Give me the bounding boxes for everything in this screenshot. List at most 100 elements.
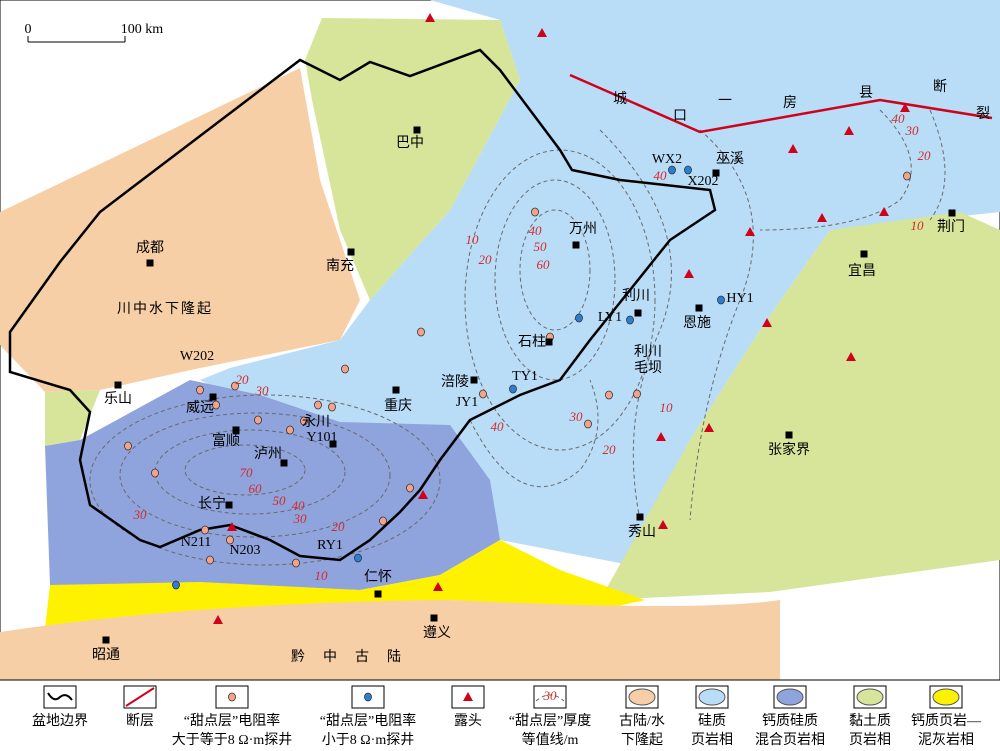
fault-label: 一	[718, 94, 732, 109]
city-marker	[785, 431, 793, 439]
contour-label: 20	[479, 252, 493, 267]
outcrop	[900, 103, 910, 112]
city-marker	[374, 590, 382, 598]
city-label: 恩施	[683, 315, 711, 331]
legend-label: “甜点层”电阻率	[184, 712, 280, 729]
city-label: 威远	[186, 400, 214, 416]
contour-label: 30	[133, 507, 148, 522]
contour-label: 30	[255, 383, 270, 398]
outcrop	[425, 13, 435, 22]
well-high	[226, 535, 234, 545]
well-low	[626, 315, 634, 325]
well-low	[354, 553, 362, 563]
contour-label: 20	[603, 442, 617, 457]
outcrop	[656, 432, 666, 441]
city-marker	[232, 426, 240, 434]
city-marker	[545, 338, 553, 346]
contour-label: 40	[491, 419, 505, 434]
legend-label: “甜点层”电阻率	[320, 712, 416, 729]
contour-line	[119, 412, 391, 538]
contour-line	[519, 209, 591, 331]
well-high	[201, 525, 209, 535]
outcrop	[745, 227, 755, 236]
paleo-land	[0, 600, 780, 680]
contour-label: 70	[240, 465, 254, 480]
well-high	[206, 555, 214, 565]
city-marker	[102, 636, 110, 644]
legend-symbol	[228, 692, 236, 702]
fault-label: 断	[933, 79, 947, 95]
well-high	[328, 402, 336, 412]
well-high	[254, 415, 262, 425]
contour-label: 30	[293, 511, 308, 526]
contour-label: 10	[911, 218, 925, 233]
legend-symbol	[125, 687, 155, 707]
paleo-uplift	[0, 68, 360, 392]
well-label: WX2	[652, 152, 682, 167]
outcrop	[227, 522, 237, 531]
city-marker	[634, 309, 642, 317]
contour-label: 30	[905, 123, 920, 138]
city-label: 宜昌	[848, 263, 876, 279]
outcrop	[463, 692, 473, 701]
well-label: LY1	[598, 310, 622, 325]
city-marker	[347, 248, 355, 256]
well-high	[300, 416, 308, 426]
city-marker	[948, 209, 956, 217]
city-label: 巫溪	[716, 151, 744, 167]
contour-label: 50	[534, 239, 548, 254]
well-low	[172, 580, 180, 590]
contours	[89, 109, 946, 566]
contour-line	[89, 394, 441, 566]
city-label: 昭通	[92, 647, 120, 663]
well-high	[196, 385, 204, 395]
city-label: 万州	[569, 222, 597, 237]
legend-label: 小于8 Ω·m探井	[322, 732, 414, 748]
legend-label: 页岩相	[691, 732, 733, 748]
well-low	[509, 384, 517, 394]
city-label: 遵义	[423, 624, 451, 641]
legend-label: 页岩相	[849, 732, 891, 748]
well-high	[151, 468, 159, 478]
city-label: 涪陵	[441, 374, 469, 390]
clay-facies	[600, 212, 1000, 600]
fault	[569, 73, 993, 134]
well-high	[605, 390, 613, 400]
outcrop	[704, 423, 714, 432]
legend-symbol	[856, 688, 884, 706]
contour-line	[469, 379, 599, 488]
legend-label: 等值线/m	[522, 731, 579, 748]
well-high	[292, 558, 300, 568]
legend-label: 盆地边界	[32, 713, 88, 729]
well-label: JY1	[456, 395, 479, 410]
legend-label: 钙质硅质	[762, 713, 818, 729]
well-high	[314, 400, 322, 410]
fault-label: 口	[673, 109, 687, 124]
well-low	[684, 165, 692, 175]
city-marker	[280, 459, 288, 467]
city-marker	[860, 250, 868, 258]
contour-label: 40	[892, 111, 906, 126]
legend-sample: 30	[543, 688, 558, 703]
legend-label: 大于等于8 Ω·m探井	[172, 731, 292, 748]
contour-label: 40	[529, 223, 543, 238]
fault-label: 县	[859, 86, 873, 101]
outcrop	[844, 126, 854, 135]
well-label: HY1	[726, 291, 753, 306]
city-label: 巴中	[396, 135, 424, 151]
city-marker	[225, 501, 233, 509]
contour-label: 50	[273, 493, 287, 508]
city-marker	[392, 386, 400, 394]
well-high	[406, 483, 414, 493]
legend-box	[533, 685, 567, 709]
city-label: 富顺	[212, 432, 240, 449]
fault-label: 裂	[976, 106, 990, 122]
well-low	[575, 313, 583, 323]
clay-facies	[305, 18, 520, 300]
region-label: 黔中古陆	[291, 649, 419, 665]
well-low	[717, 295, 725, 305]
city-label: 泸州	[254, 446, 282, 462]
region-label: 川中水下隆起	[117, 301, 213, 317]
contour-line	[689, 129, 754, 521]
